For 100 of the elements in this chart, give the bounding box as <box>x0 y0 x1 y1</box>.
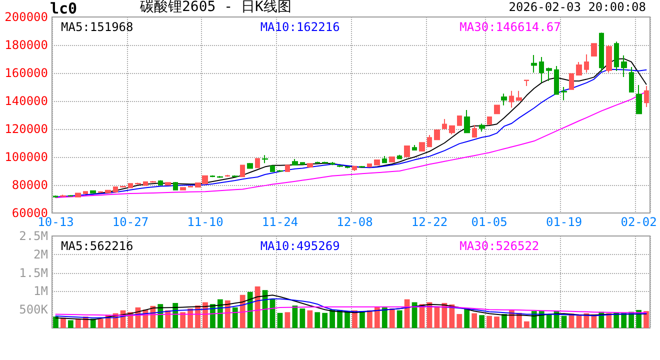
y-tick-label: 120000 <box>4 122 48 136</box>
candlestick <box>524 80 529 87</box>
candlestick <box>173 182 178 191</box>
bar <box>247 292 253 328</box>
bar <box>330 310 336 328</box>
candlestick <box>128 182 133 189</box>
x-tick-label: 01-19 <box>546 215 582 229</box>
candlestick <box>240 164 245 178</box>
bar <box>68 320 74 328</box>
candlestick <box>247 162 253 170</box>
bar <box>337 310 342 328</box>
bar <box>98 318 104 328</box>
candlestick <box>472 124 477 138</box>
x-tick-label: 01-05 <box>471 215 508 229</box>
candlestick <box>442 118 447 130</box>
candlestick <box>584 54 589 74</box>
bar <box>546 314 552 328</box>
candlestick <box>434 129 440 141</box>
candlestick <box>561 86 567 101</box>
x-tick-label: 10-27 <box>112 215 149 229</box>
bar <box>307 310 313 328</box>
candlestick <box>255 158 260 169</box>
bar <box>404 299 410 328</box>
line-series <box>55 91 647 198</box>
y-tick-label: 100000 <box>4 150 48 164</box>
candlestick <box>487 116 492 126</box>
bar <box>449 304 455 328</box>
candlestick <box>75 192 81 198</box>
text: MA30:526522 <box>460 239 540 253</box>
y-tick-label: 500K <box>19 302 49 317</box>
bar <box>314 312 320 328</box>
candlestick <box>307 162 313 168</box>
candlestick <box>270 164 275 172</box>
y-tick-label: 2.5M <box>19 229 48 243</box>
candlestick <box>292 158 298 166</box>
candlestick <box>599 32 604 72</box>
candlestick <box>389 156 395 163</box>
bar <box>456 314 462 328</box>
bar <box>232 307 238 328</box>
candlestick <box>300 162 305 166</box>
candlestick <box>210 174 215 178</box>
candlestick <box>419 142 425 152</box>
bar <box>621 312 627 328</box>
bar <box>524 321 530 328</box>
candlestick <box>285 164 290 172</box>
bar <box>254 286 260 328</box>
candlestick <box>494 104 500 115</box>
text: 2026-02-03 20:00:08 <box>508 0 646 14</box>
candlestick <box>404 145 410 158</box>
candlestick <box>382 156 387 164</box>
candlestick <box>516 90 522 102</box>
candlestick <box>345 166 350 169</box>
candlestick <box>367 163 372 168</box>
candlestick <box>501 93 507 106</box>
y-tick-label: 160000 <box>4 66 48 80</box>
x-tick-label: 02-02 <box>620 215 657 229</box>
candlestick <box>621 54 627 78</box>
bar <box>360 311 365 328</box>
y-tick-label: 2M <box>34 247 48 262</box>
candlestick <box>315 161 320 164</box>
candlestick <box>277 170 283 172</box>
y-tick-label: 1.5M <box>19 266 48 280</box>
bar <box>502 314 507 328</box>
candlestick <box>554 66 559 96</box>
candlestick <box>352 165 357 172</box>
bar <box>300 308 306 328</box>
candlestick <box>569 72 574 90</box>
candlestick <box>412 144 417 151</box>
candlestick <box>539 56 544 84</box>
candlestick <box>629 66 634 93</box>
bar <box>292 306 298 328</box>
bar <box>322 312 328 328</box>
candlestick <box>359 165 365 168</box>
candlestick <box>53 195 58 198</box>
bar <box>277 312 283 328</box>
candlestick <box>457 115 462 126</box>
x-tick-label: 11-24 <box>262 215 298 229</box>
candlestick <box>158 180 163 186</box>
text: MA5:151968 <box>61 20 134 34</box>
y-tick-label: 200000 <box>4 10 48 24</box>
candlestick <box>509 90 514 108</box>
bar <box>644 311 649 328</box>
line-series <box>55 306 647 316</box>
candlestick <box>546 67 552 82</box>
text: MA5:562216 <box>61 239 134 253</box>
bar <box>494 316 500 328</box>
candlestick <box>262 154 268 164</box>
bar <box>180 312 186 328</box>
candlestick <box>576 61 582 76</box>
candlestick <box>614 41 619 72</box>
candlestick <box>232 174 238 178</box>
text: MA30:146614.67 <box>460 20 561 34</box>
candlestick <box>374 159 380 166</box>
y-tick-label: 80000 <box>12 178 48 192</box>
candlestick <box>143 181 148 186</box>
bar <box>472 313 478 328</box>
y-tick-label: 180000 <box>4 38 48 52</box>
bar <box>389 308 395 328</box>
candlestick <box>180 186 186 191</box>
candlestick <box>479 123 485 132</box>
